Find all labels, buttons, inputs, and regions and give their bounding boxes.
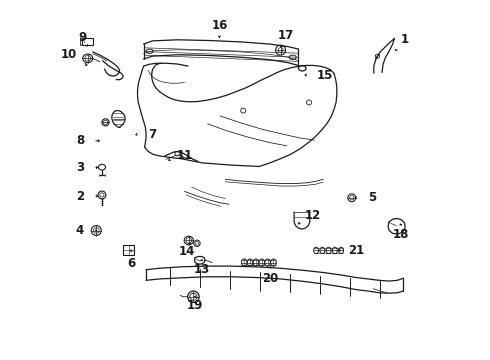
Text: 14: 14 [179, 246, 196, 258]
Text: 8: 8 [76, 134, 84, 147]
Text: 5: 5 [368, 191, 376, 204]
Text: 2: 2 [76, 189, 84, 203]
Text: 7: 7 [148, 128, 156, 141]
Text: 11: 11 [177, 149, 193, 162]
Text: 12: 12 [305, 209, 321, 222]
Text: 17: 17 [278, 30, 294, 42]
Bar [82, 39, 93, 45]
Text: 20: 20 [263, 273, 279, 285]
Text: 13: 13 [194, 263, 210, 276]
Bar [123, 245, 134, 255]
Text: 10: 10 [61, 48, 77, 61]
Text: 18: 18 [392, 228, 409, 240]
Text: 1: 1 [401, 33, 409, 46]
Text: 4: 4 [76, 224, 84, 237]
Text: 6: 6 [127, 257, 135, 270]
Text: 3: 3 [76, 161, 84, 174]
Text: 21: 21 [348, 244, 365, 257]
Text: 15: 15 [317, 68, 333, 81]
Text: 19: 19 [186, 299, 203, 312]
Text: 9: 9 [78, 31, 86, 44]
Text: 16: 16 [211, 19, 227, 32]
